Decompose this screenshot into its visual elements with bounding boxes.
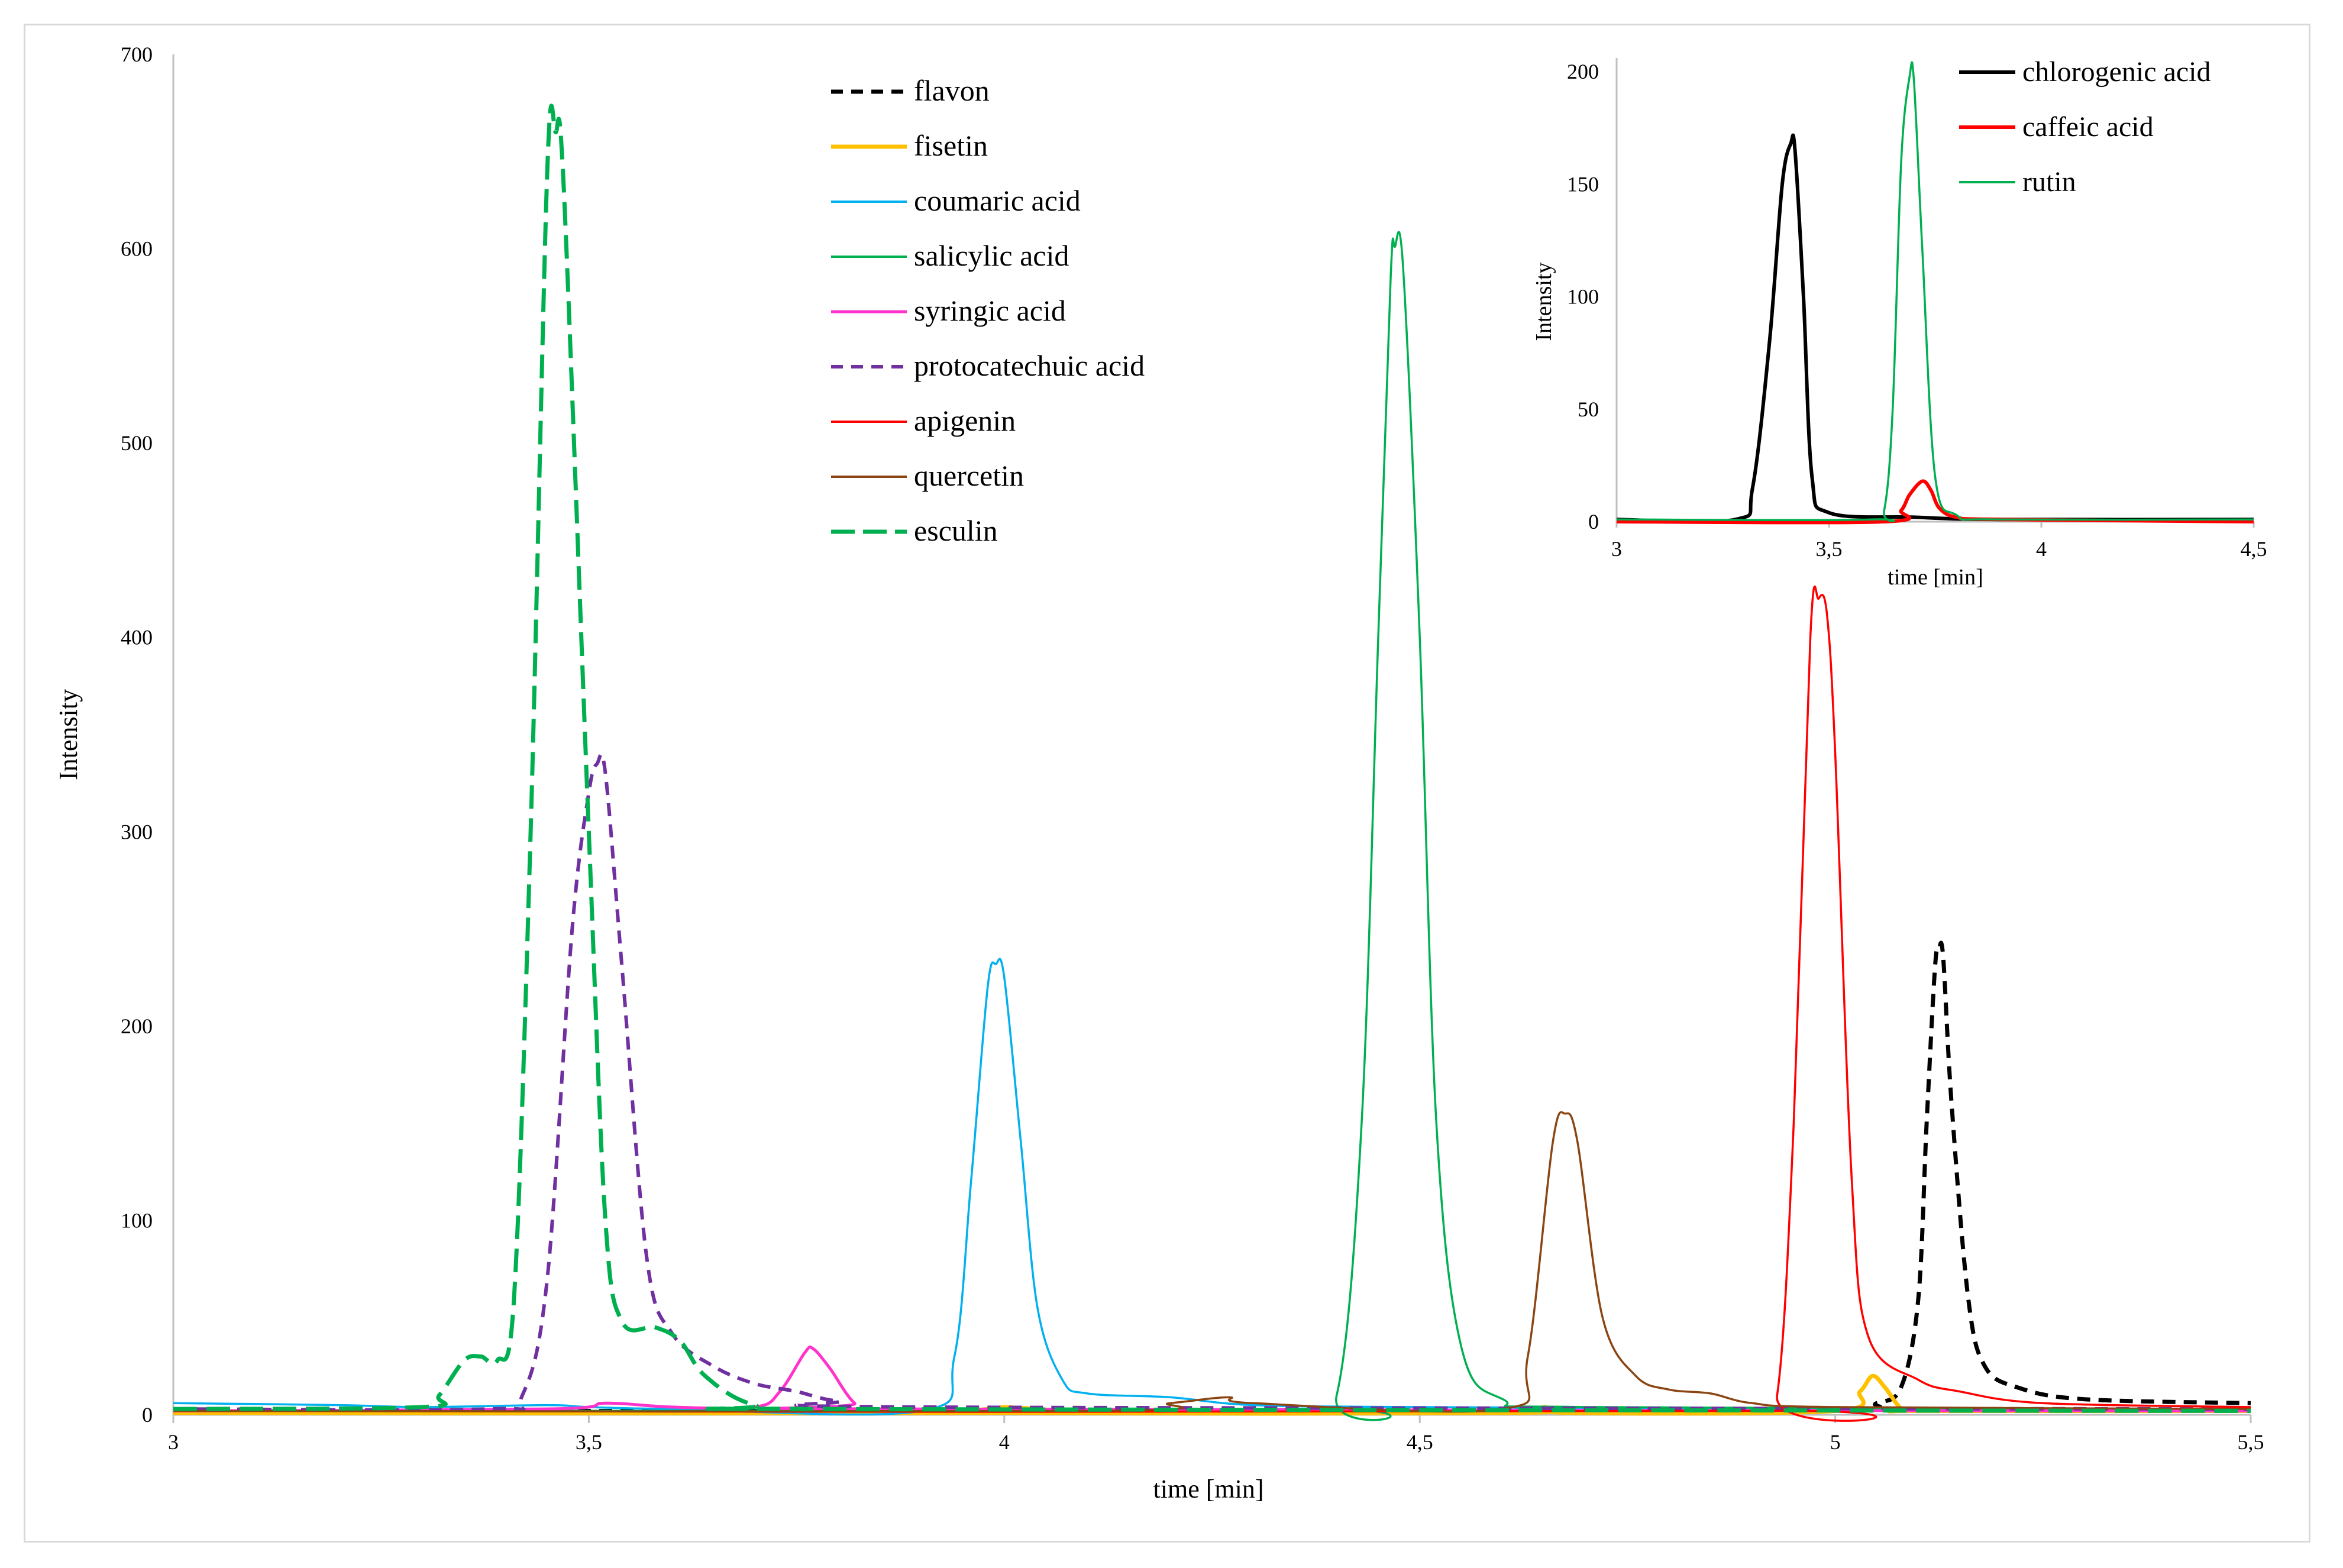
series-line-salicylic-acid <box>173 231 2251 1421</box>
series-line-flavon <box>173 940 2251 1414</box>
inset-series-lines <box>1616 61 2254 525</box>
series-line-caffeic-acid <box>1616 479 2254 525</box>
y-tick-label: 200 <box>121 1014 153 1038</box>
figure-frame <box>24 24 2310 1543</box>
y-tick-label: 150 <box>1567 172 1599 196</box>
x-tick-labels: 3 3,5 4 4,5 5 5,5 <box>168 1415 2264 1454</box>
inset-x-axis-label: time [min] <box>1888 565 1983 590</box>
legend-label: fisetin <box>914 129 988 162</box>
x-tick-label: 5 <box>1830 1430 1841 1454</box>
series-line-rutin <box>1616 61 2254 523</box>
y-tick-label: 0 <box>142 1403 153 1427</box>
x-tick-label: 5,5 <box>2238 1430 2264 1454</box>
y-tick-label: 100 <box>1567 285 1599 309</box>
inset-y-tick-labels: 0 50 100 150 200 <box>1567 60 1599 534</box>
y-tick-label: 100 <box>121 1208 153 1232</box>
y-tick-label: 400 <box>121 626 153 649</box>
y-tick-label: 0 <box>1588 510 1599 534</box>
x-axis-label: time [min] <box>1153 1475 1264 1504</box>
x-tick-label: 4 <box>999 1430 1010 1454</box>
y-tick-label: 500 <box>121 431 153 455</box>
y-tick-label: 700 <box>121 43 153 66</box>
legend-label: protocatechuic acid <box>914 349 1145 382</box>
legend-label: flavon <box>914 74 990 107</box>
legend-label: esculin <box>914 514 998 547</box>
series-lines <box>173 104 2251 1422</box>
legend-label: coumaric acid <box>914 184 1081 217</box>
x-tick-label: 3,5 <box>576 1430 602 1454</box>
x-tick-label: 4 <box>2036 537 2047 561</box>
series-line-coumaric-acid <box>173 958 2251 1416</box>
x-tick-label: 4,5 <box>1407 1430 1433 1454</box>
inset-legend: chlorogenic acid caffeic acid rutin <box>1959 56 2211 198</box>
inset-x-tick-labels: 3 3,5 4 4,5 <box>1611 522 2267 561</box>
x-tick-label: 3 <box>1611 537 1622 561</box>
legend-label: salicylic acid <box>914 239 1069 272</box>
x-tick-label: 3 <box>168 1430 179 1454</box>
y-tick-label: 300 <box>121 820 153 843</box>
legend-label: apigenin <box>914 404 1016 437</box>
legend: flavon fisetin coumaric acid salicylic acid… <box>831 74 1145 547</box>
y-axis-label: Intensity <box>54 689 83 780</box>
inset-y-axis-label: Intensity <box>1531 263 1556 341</box>
inset-chart: 3 3,5 4 4,5 0 50 100 150 200 time [min] Intensi… <box>1531 56 2267 590</box>
legend-label: chlorogenic acid <box>2022 56 2211 88</box>
legend-label: quercetin <box>914 459 1024 492</box>
legend-label: syringic acid <box>914 294 1066 327</box>
y-tick-label: 50 <box>1578 397 1599 421</box>
series-line-protocatechuic-acid <box>173 752 2251 1412</box>
legend-label: rutin <box>2022 166 2076 198</box>
series-line-chlorogenic-acid <box>1616 133 2254 524</box>
y-tick-label: 200 <box>1567 60 1599 83</box>
x-tick-label: 3,5 <box>1816 537 1843 561</box>
legend-label: caffeic acid <box>2022 111 2154 143</box>
series-line-esculin <box>173 104 2251 1413</box>
series-line-quercetin <box>173 1111 2251 1413</box>
y-tick-label: 600 <box>121 237 153 261</box>
x-tick-label: 4,5 <box>2241 537 2267 561</box>
y-tick-labels: 0 100 200 300 400 500 600 700 <box>121 43 153 1427</box>
series-line-apigenin <box>173 585 2251 1422</box>
